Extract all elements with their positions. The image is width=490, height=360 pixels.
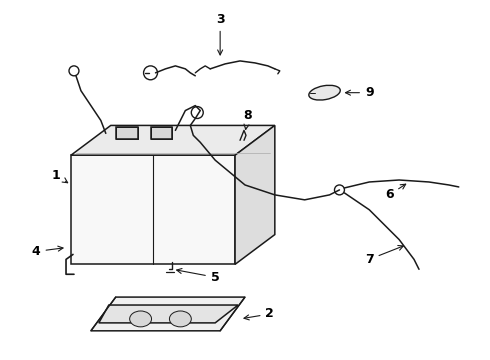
Text: 1: 1: [52, 168, 68, 183]
Polygon shape: [71, 155, 235, 264]
Polygon shape: [91, 297, 245, 331]
Polygon shape: [150, 127, 172, 139]
Text: 7: 7: [365, 246, 403, 266]
Polygon shape: [71, 125, 275, 155]
Text: 8: 8: [244, 109, 252, 129]
Text: 5: 5: [177, 269, 220, 284]
Ellipse shape: [130, 311, 151, 327]
Text: 2: 2: [244, 307, 274, 320]
Ellipse shape: [309, 85, 340, 100]
Polygon shape: [99, 305, 238, 323]
Text: 9: 9: [345, 86, 373, 99]
Ellipse shape: [170, 311, 191, 327]
Text: 4: 4: [32, 245, 63, 258]
Text: 6: 6: [385, 184, 406, 201]
Polygon shape: [116, 127, 138, 139]
Polygon shape: [235, 125, 275, 264]
Text: 3: 3: [216, 13, 224, 55]
